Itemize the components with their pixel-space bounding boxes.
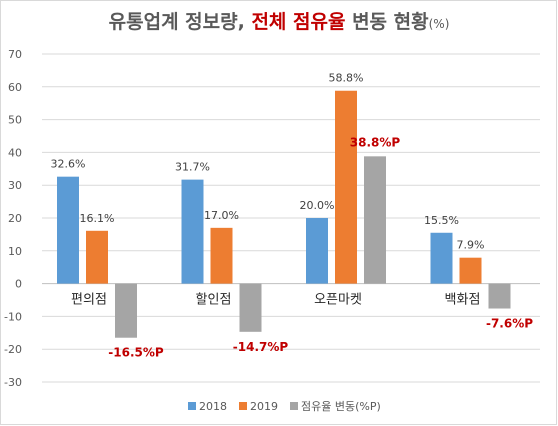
category-label: 오픈마켓 (314, 293, 362, 308)
y-tick-label: -10 (4, 310, 22, 323)
bar-2019-2 (335, 90, 357, 284)
y-tick-label: 70 (8, 48, 22, 61)
y-tick-label: 30 (8, 179, 22, 192)
data-label: 7.9% (457, 239, 485, 252)
legend-swatch (239, 402, 247, 410)
y-tick-label: 60 (8, 81, 22, 94)
bar-P-1 (239, 283, 262, 332)
y-tick-label: 0 (15, 278, 22, 291)
bar-2019-0 (86, 230, 108, 284)
data-labels: 32.6% 16.1% -16.5%P 31.7% 17.0% -14.7%P 20.0% 5… (51, 72, 534, 360)
bar-2018-1 (181, 179, 204, 284)
data-label: 32.6% (51, 158, 86, 171)
legend-swatch (188, 402, 196, 410)
y-tick-label: 50 (8, 114, 22, 127)
bar-2019-3 (459, 257, 482, 284)
bar-2018-2 (306, 218, 328, 284)
chart-title-lead: 유통업계 정보량, (109, 11, 252, 33)
y-tick-label: 10 (8, 245, 22, 258)
data-label: 16.1% (80, 212, 115, 225)
y-tick-label: 20 (8, 212, 22, 225)
y-tick-label: -20 (4, 343, 22, 356)
bar-2019-1 (210, 227, 233, 284)
y-axis-tick-labels: -30 -20 -10 0 10 20 30 40 50 60 70 (4, 48, 22, 389)
category-labels: 편의점 할인점 오픈마켓 백화점 (71, 293, 480, 308)
category-label: 백화점 (445, 293, 481, 308)
data-label: 58.8% (329, 72, 364, 85)
data-label: 38.8%P (350, 135, 401, 149)
data-label: 31.7% (175, 161, 210, 174)
chart-title: 유통업계 정보량, 전체 점유율 변동 현황(%) (109, 10, 450, 33)
bar-2018-3 (430, 232, 453, 284)
chart-title-tail: 변동 현황 (345, 10, 429, 33)
legend-label: 2018 (199, 400, 227, 413)
legend: 2018 2019 점유율 변동(%P) (188, 400, 381, 413)
bar-P-2 (364, 156, 386, 284)
category-label: 할인점 (196, 293, 232, 308)
data-label: -7.6%P (486, 317, 533, 331)
legend-swatch (290, 402, 298, 410)
chart-title-accent: 전체 점유율 (251, 11, 345, 33)
bar-2018-0 (57, 176, 79, 284)
bars (57, 90, 511, 338)
y-tick-label: 40 (8, 146, 22, 159)
chart-title-unit: (%) (429, 17, 450, 31)
data-label: -16.5%P (108, 346, 164, 360)
data-label: 17.0% (204, 209, 239, 222)
category-label: 편의점 (71, 293, 107, 308)
legend-label: 점유율 변동(%P) (301, 400, 381, 413)
legend-label: 2019 (250, 400, 278, 413)
y-tick-label: -30 (4, 376, 22, 389)
data-label: 20.0% (300, 199, 335, 212)
bar-P-3 (488, 283, 511, 309)
data-label: -14.7%P (233, 340, 289, 354)
bar-P-0 (115, 283, 137, 338)
data-label: 15.5% (424, 214, 459, 227)
